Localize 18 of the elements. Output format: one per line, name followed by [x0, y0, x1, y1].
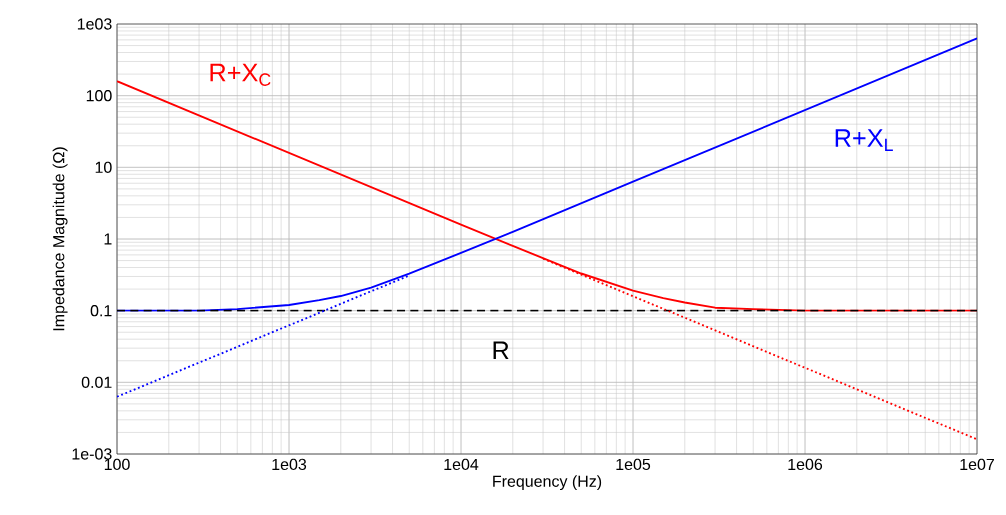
y-tick-label: 10	[95, 161, 112, 173]
y-tick-label: 0.1	[90, 305, 112, 317]
x-tick-label: 1e03	[272, 458, 307, 471]
x-tick-label: 1e04	[444, 458, 479, 471]
y-tick-label: 0.01	[81, 376, 112, 388]
x-tick-label: 1e06	[788, 458, 823, 471]
series-label: R+X$_{L}$	[835, 129, 893, 151]
y-axis-title: Impedance Magnitude (Ω)	[52, 147, 68, 331]
y-tick-label: 100	[86, 90, 112, 102]
series-label: R	[493, 341, 509, 360]
series-label: R+X$_{C}$	[210, 63, 271, 86]
x-tick-label: 1e07	[960, 458, 994, 471]
x-tick-label: 100	[104, 458, 130, 471]
x-axis-title: Frequency (Hz)	[493, 475, 602, 491]
x-tick-label: 1e05	[616, 458, 651, 471]
y-tick-label: 1e03	[77, 18, 112, 30]
y-tick-label: 1	[104, 233, 112, 245]
y-tick-label: 1e-03	[72, 448, 112, 460]
